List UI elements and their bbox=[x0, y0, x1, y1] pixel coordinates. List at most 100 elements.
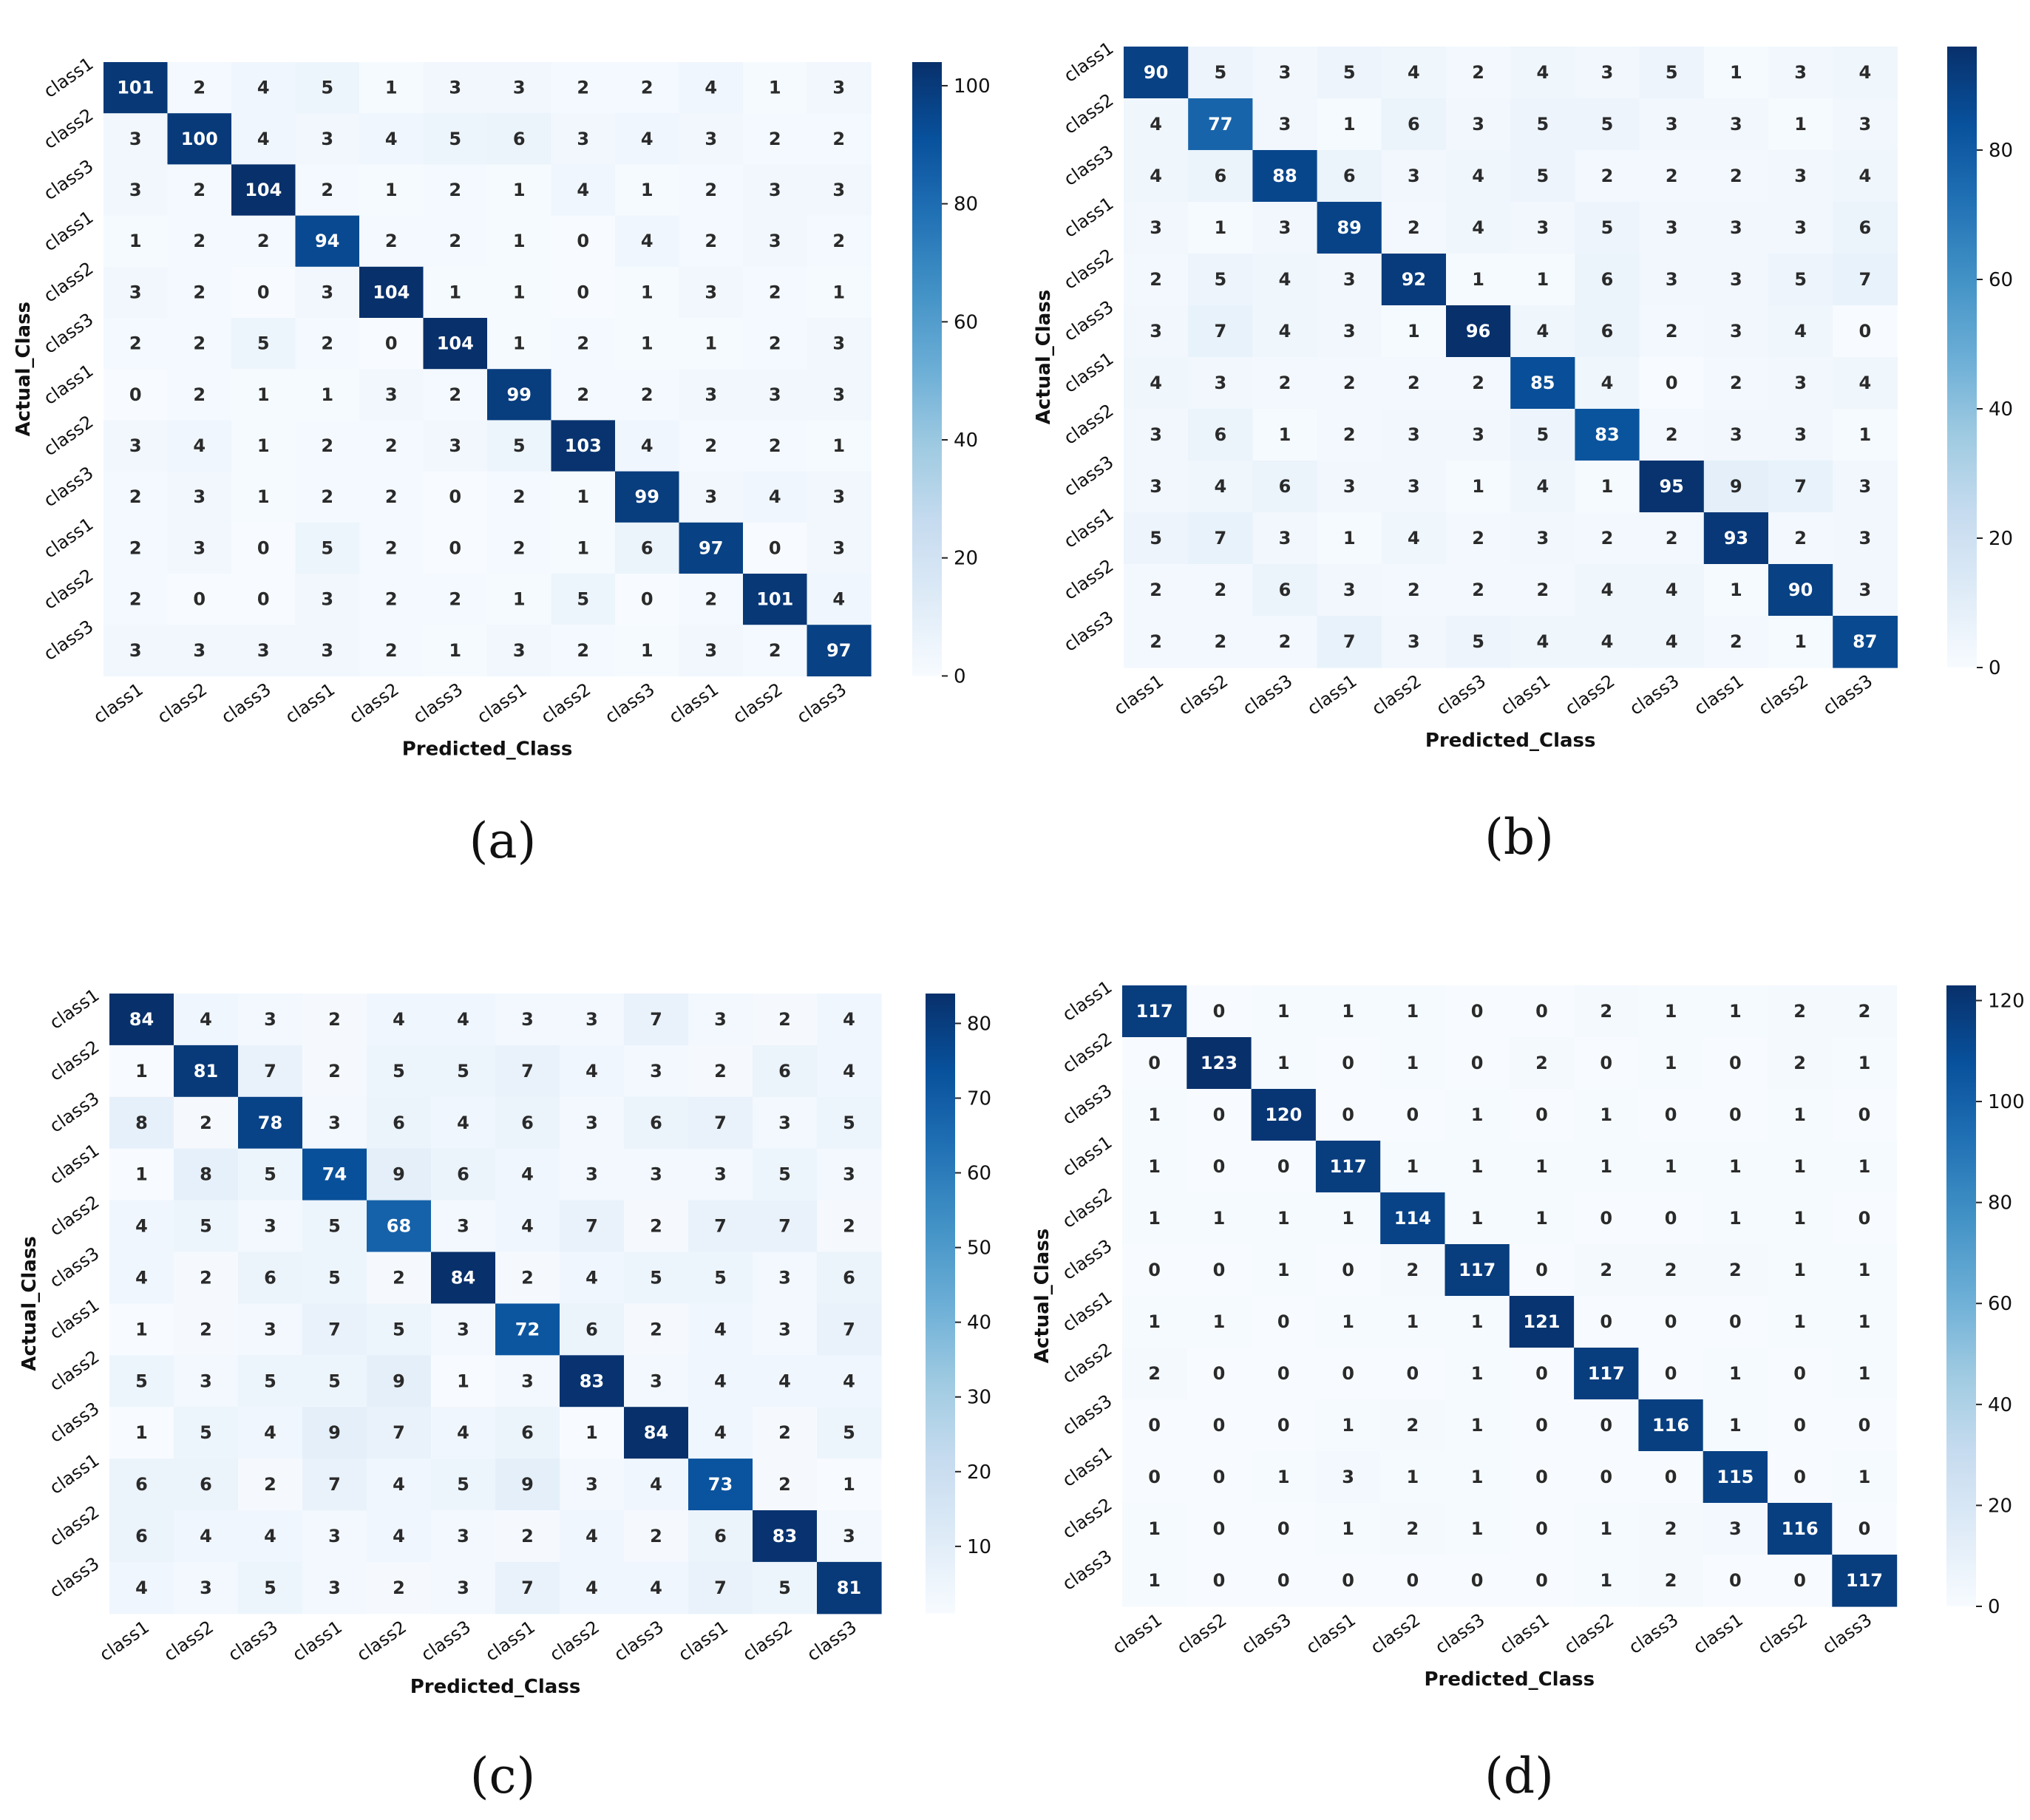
cell-value-label: 4 bbox=[393, 1474, 405, 1495]
heatmap-cell bbox=[753, 1148, 818, 1201]
heatmap-cell bbox=[367, 1045, 432, 1098]
cell-value-label: 1 bbox=[585, 1422, 598, 1443]
cell-value-label: 4 bbox=[1472, 217, 1484, 238]
y-tick-label: class2 bbox=[1059, 1184, 1116, 1232]
cell-value-label: 117 bbox=[1136, 1001, 1173, 1022]
heatmap-cell bbox=[1380, 1244, 1446, 1297]
heatmap-cell bbox=[1509, 1503, 1575, 1555]
heatmap-cell bbox=[551, 318, 616, 370]
y-tick-label: class1 bbox=[40, 514, 97, 563]
heatmap-cell bbox=[1252, 461, 1318, 513]
cell-value-label: 1 bbox=[641, 333, 654, 354]
cell-value-label: 117 bbox=[1329, 1156, 1366, 1177]
heatmap-cell bbox=[302, 1096, 367, 1150]
heatmap-cell bbox=[1445, 1348, 1510, 1400]
cell-value-label: 3 bbox=[457, 1526, 469, 1546]
heatmap-cell bbox=[1833, 512, 1898, 565]
heatmap-cell bbox=[624, 1148, 689, 1201]
cell-value-label: 2 bbox=[193, 384, 206, 405]
cell-value-label: 5 bbox=[135, 1371, 148, 1391]
heatmap-cell bbox=[174, 1561, 239, 1614]
cell-value-label: 2 bbox=[650, 1526, 662, 1546]
heatmap-cell bbox=[1317, 616, 1382, 668]
cell-value-label: 123 bbox=[1201, 1053, 1238, 1073]
heatmap-cell bbox=[423, 318, 488, 370]
heatmap-cell bbox=[1380, 1192, 1446, 1245]
heatmap-cell bbox=[431, 1303, 496, 1356]
cell-value-label: 0 bbox=[1342, 1260, 1354, 1280]
heatmap-cell bbox=[1188, 461, 1253, 513]
cell-value-label: 96 bbox=[1466, 321, 1490, 342]
cell-value-label: 3 bbox=[193, 537, 206, 558]
cell-value-label: 1 bbox=[769, 78, 781, 98]
heatmap-cell bbox=[753, 1355, 818, 1408]
heatmap-cell bbox=[1832, 1451, 1898, 1504]
cell-value-label: 4 bbox=[257, 129, 270, 149]
cell-value-label: 2 bbox=[264, 1474, 276, 1495]
cell-value-label: 5 bbox=[778, 1164, 791, 1185]
heatmap-cell bbox=[1575, 357, 1640, 410]
heatmap-cell bbox=[167, 318, 232, 370]
x-tick-label: class2 bbox=[1561, 670, 1618, 719]
heatmap-cell bbox=[624, 1045, 689, 1098]
x-axis-label: Predicted_Class bbox=[402, 738, 573, 760]
heatmap-cell bbox=[1380, 1348, 1446, 1400]
cell-value-label: 1 bbox=[1148, 1156, 1161, 1177]
cell-value-label: 3 bbox=[1536, 528, 1549, 549]
cell-value-label: 2 bbox=[1666, 321, 1678, 342]
confusion-matrix-panel: 90 5 3 5 4 2 4 3 5 1 3 44 77 3 1 6 3 5 5 3 3 1 34 6 88 6 3 4 5 2 2 2 3 43… bbox=[1033, 38, 2013, 866]
heatmap-cell bbox=[624, 1303, 689, 1356]
cell-value-label: 4 bbox=[457, 1113, 469, 1133]
cell-value-label: 3 bbox=[1794, 62, 1807, 83]
colorbar-tick-label: 40 bbox=[1988, 1394, 2012, 1416]
cell-value-label: 95 bbox=[1659, 476, 1683, 497]
heatmap-cell bbox=[1833, 461, 1898, 513]
heatmap-cell bbox=[743, 522, 808, 574]
cell-value-label: 3 bbox=[129, 129, 142, 149]
heatmap-cell bbox=[1832, 1244, 1898, 1297]
heatmap-cell bbox=[1188, 202, 1253, 254]
colorbar-tick-label: 60 bbox=[954, 311, 978, 333]
heatmap-cell bbox=[624, 1459, 689, 1511]
cell-value-label: 3 bbox=[1150, 217, 1162, 238]
y-tick-label: class1 bbox=[1060, 38, 1117, 86]
y-tick-label: class3 bbox=[1059, 1235, 1116, 1284]
heatmap-cell bbox=[1251, 1141, 1317, 1193]
cell-value-label: 5 bbox=[650, 1267, 662, 1288]
cell-value-label: 1 bbox=[257, 486, 270, 507]
cell-value-label: 4 bbox=[585, 1578, 598, 1598]
y-tick-label: class3 bbox=[1060, 607, 1117, 656]
heatmap-cell bbox=[1124, 512, 1189, 565]
cell-value-label: 4 bbox=[135, 1216, 148, 1237]
cell-value-label: 2 bbox=[1793, 1053, 1806, 1073]
heatmap-cell bbox=[817, 1303, 882, 1356]
panel-label: (b) bbox=[1484, 809, 1554, 866]
heatmap-cell bbox=[103, 113, 169, 165]
heatmap-cell bbox=[1510, 202, 1575, 254]
heatmap-cell bbox=[1252, 357, 1318, 410]
heatmap-cell bbox=[807, 625, 872, 676]
cell-value-label: 2 bbox=[1793, 1001, 1806, 1022]
cell-value-label: 2 bbox=[385, 640, 398, 661]
heatmap-cell bbox=[167, 471, 232, 523]
heatmap-cell bbox=[1509, 1348, 1575, 1400]
cell-value-label: 0 bbox=[257, 537, 270, 558]
cell-value-label: 2 bbox=[769, 435, 781, 456]
cell-value-label: 1 bbox=[513, 333, 526, 354]
cell-value-label: 4 bbox=[521, 1164, 534, 1185]
cell-value-label: 0 bbox=[1535, 1467, 1548, 1487]
heatmap-cell bbox=[615, 318, 680, 370]
heatmap-cell bbox=[1574, 1089, 1639, 1141]
heatmap-cell bbox=[1832, 1503, 1898, 1555]
cell-value-label: 1 bbox=[1730, 580, 1742, 600]
heatmap-cell bbox=[495, 1459, 560, 1511]
heatmap-cell bbox=[753, 1303, 818, 1356]
x-tick-label: class2 bbox=[1175, 670, 1232, 719]
heatmap-cell bbox=[817, 1459, 882, 1511]
cell-value-label: 114 bbox=[1394, 1208, 1431, 1229]
heatmap-cell bbox=[817, 994, 882, 1046]
heatmap-cell bbox=[1510, 98, 1575, 151]
cell-value-label: 1 bbox=[257, 435, 270, 456]
cell-value-label: 1 bbox=[1729, 1208, 1742, 1229]
heatmap-cell bbox=[1639, 47, 1705, 99]
